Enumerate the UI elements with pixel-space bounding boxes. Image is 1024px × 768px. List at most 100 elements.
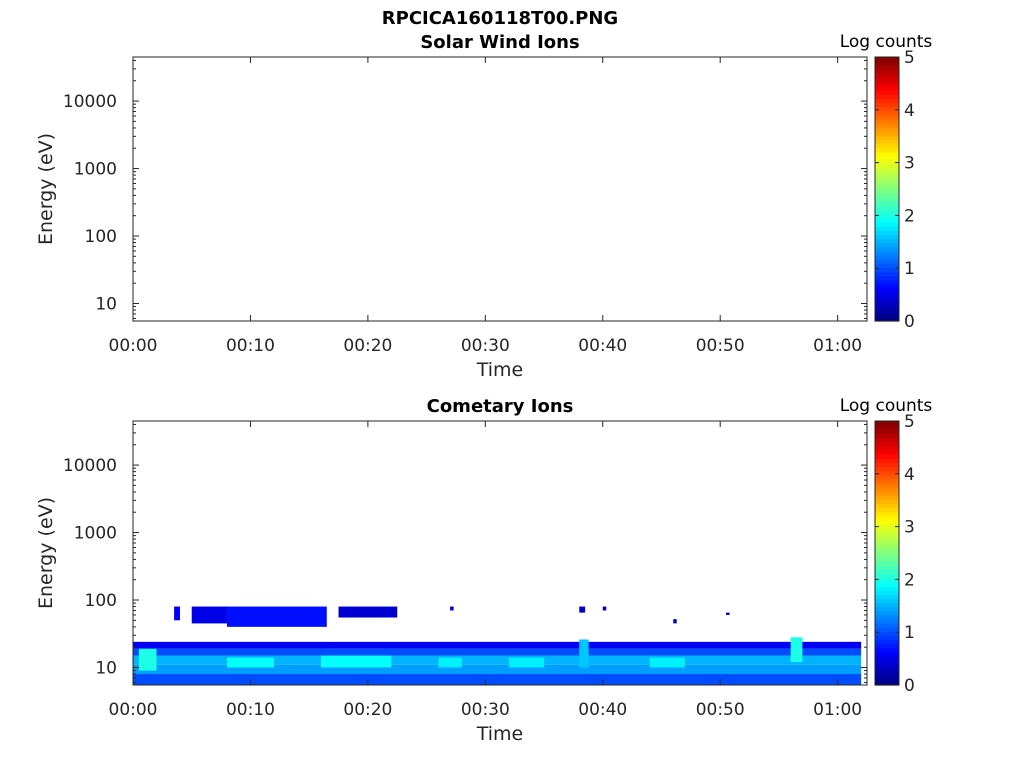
y-tick-label: 100	[85, 227, 117, 247]
colorbar-swatch	[875, 259, 899, 264]
colorbar-swatch	[875, 623, 899, 628]
colorbar-swatch	[875, 316, 899, 322]
colorbar-swatch	[875, 647, 899, 653]
colorbar-swatch	[875, 147, 899, 153]
heatmap-cell	[673, 619, 677, 624]
colorbar-swatch	[875, 561, 899, 566]
colorbar-swatch	[875, 118, 899, 124]
panel-title: Cometary Ions	[427, 396, 574, 417]
colorbar-swatch	[875, 515, 899, 521]
plot-area	[133, 421, 867, 685]
colorbar-swatch	[875, 635, 899, 641]
heatmap-cell	[320, 655, 392, 668]
colorbar-swatch	[875, 557, 899, 562]
heatmap-cell	[226, 606, 327, 627]
heatmap-cell	[174, 606, 180, 621]
colorbar-swatch	[875, 507, 899, 513]
colorbar-swatch	[875, 548, 899, 554]
colorbar-swatch	[875, 230, 899, 235]
colorbar-swatch	[875, 565, 899, 571]
colorbar-tick-label: 1	[904, 259, 915, 279]
heatmap-cell	[133, 641, 862, 649]
colorbar-swatch	[875, 288, 899, 293]
y-tick-label: 10	[95, 658, 117, 678]
colorbar-swatch	[875, 279, 899, 285]
colorbar-swatch	[875, 598, 899, 604]
colorbar-swatch	[875, 429, 899, 434]
colorbar-swatch	[875, 581, 899, 587]
colorbar-swatch	[875, 189, 899, 194]
heatmap-cell	[438, 657, 462, 668]
colorbar-swatch	[875, 304, 899, 310]
heatmap-cell	[138, 648, 157, 671]
plot-frame	[132, 420, 868, 686]
colorbar-swatch	[875, 61, 899, 66]
colorbar-swatch	[875, 300, 899, 306]
heatmap-cell	[133, 655, 862, 665]
x-tick-label: 00:00	[109, 700, 158, 720]
colorbar: 0 1 2 3 4 5	[874, 412, 915, 696]
colorbar-swatch	[875, 524, 899, 529]
colorbar-tick-label: 2	[904, 570, 915, 590]
colorbar-swatch	[875, 184, 899, 190]
colorbar-label: Log counts	[840, 32, 933, 52]
colorbar-swatch	[875, 474, 899, 480]
colorbar-tick-label: 0	[904, 676, 915, 696]
colorbar-swatch	[875, 421, 899, 426]
colorbar-swatch	[875, 668, 899, 674]
colorbar-swatch	[875, 172, 899, 178]
colorbar-swatch	[875, 532, 899, 538]
colorbar-swatch	[875, 425, 899, 430]
colorbar-swatch	[875, 222, 899, 227]
heatmap-cell	[579, 606, 586, 613]
colorbar-swatch	[875, 160, 899, 165]
y-tick-label: 10000	[63, 92, 117, 112]
colorbar-swatch	[875, 433, 899, 439]
colorbar-tick-label: 5	[904, 48, 915, 68]
colorbar-swatch	[875, 156, 899, 161]
colorbar-swatch	[875, 577, 899, 583]
colorbar-tick-label: 2	[904, 206, 915, 226]
x-tick-label: 00:50	[696, 700, 745, 720]
colorbar-swatch	[875, 106, 899, 112]
colorbar-swatch	[875, 540, 899, 546]
colorbar-frame	[874, 420, 900, 686]
colorbar-swatch	[875, 499, 899, 505]
colorbar-swatch	[875, 69, 899, 75]
colorbar-swatch	[875, 263, 899, 268]
colorbar-swatch	[875, 114, 899, 120]
heatmap-cell	[226, 657, 274, 668]
panel-title: Solar Wind Ions	[420, 32, 579, 53]
colorbar-swatch	[875, 77, 899, 83]
colorbar-swatch	[875, 193, 899, 198]
colorbar-swatch	[875, 135, 899, 141]
colorbar-swatch	[875, 201, 899, 207]
heatmap-cell	[133, 674, 862, 685]
colorbar-swatch	[875, 217, 899, 223]
colorbar-swatch	[875, 226, 899, 231]
colorbar-swatch	[875, 503, 899, 509]
x-tick-label: 00:20	[343, 700, 392, 720]
colorbar-swatch	[875, 553, 899, 558]
colorbar-swatch	[875, 445, 899, 451]
heatmap-cell	[579, 639, 589, 668]
plot-area	[133, 57, 867, 321]
colorbar-swatch	[875, 255, 899, 260]
colorbar-swatch	[875, 234, 899, 240]
colorbar-swatch	[875, 590, 899, 595]
colorbar-swatch	[875, 143, 899, 149]
colorbar-swatch	[875, 168, 899, 174]
y-tick-label: 1000	[74, 524, 117, 544]
heatmap-cell	[508, 657, 545, 668]
panel-cometary: Cometary Ions 00:00 00:10 00:20 00:30 00:40 0…	[35, 396, 932, 745]
colorbar-swatch	[875, 614, 899, 620]
x-tick-label: 00:30	[461, 700, 510, 720]
colorbar-swatch	[875, 123, 899, 128]
y-tick-label: 1000	[74, 160, 117, 180]
colorbar-swatch	[875, 238, 899, 244]
colorbar-label: Log counts	[840, 396, 933, 416]
colorbar-swatch	[875, 180, 899, 186]
x-tick-label: 00:40	[578, 700, 627, 720]
colorbar-swatch	[875, 660, 899, 665]
